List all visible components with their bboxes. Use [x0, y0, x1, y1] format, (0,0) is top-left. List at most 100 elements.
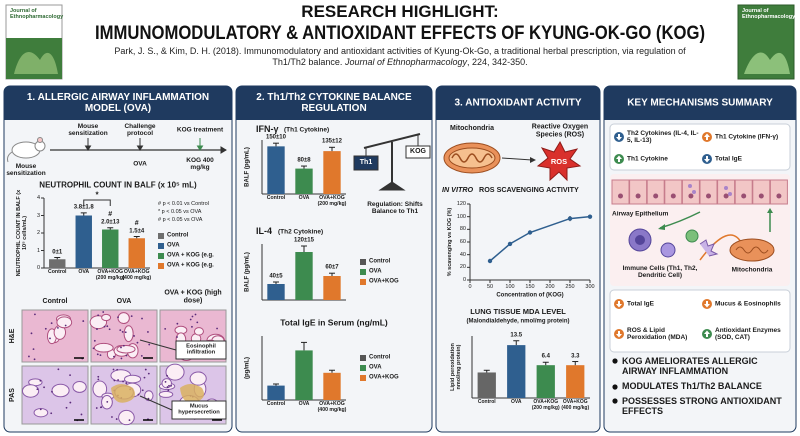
cell-nucleus	[120, 357, 123, 360]
cell-nucleus	[100, 406, 103, 408]
cell-nucleus	[776, 193, 782, 199]
epithelial-cell	[681, 179, 700, 205]
cell-nucleus	[125, 382, 128, 384]
line-point	[587, 214, 593, 219]
bar-annotation: 3.3	[571, 353, 580, 360]
cell-nucleus	[33, 358, 36, 361]
cell-nucleus	[653, 193, 659, 199]
panel-title: KEY MECHANISMS SUMMARY	[627, 97, 773, 109]
cell-nucleus	[166, 374, 168, 377]
cell-nucleus	[69, 374, 71, 377]
epithelial-cell	[734, 179, 753, 205]
alveolus	[33, 407, 49, 418]
panel-title: 1. ALLERGIC AIRWAY INFLAMMATION MODEL (O…	[26, 92, 210, 114]
summary-item: ROS & Lipid Peroxidation (MDA)	[627, 326, 688, 341]
bar	[267, 146, 285, 194]
alveolus	[56, 316, 73, 329]
organelle-label: Mitochondria	[450, 125, 494, 133]
cell-nucleus	[130, 315, 133, 318]
cell-nucleus	[140, 355, 143, 357]
bullet	[612, 358, 618, 364]
chart-title: Total IgE in Serum (ng/mL)	[280, 317, 388, 328]
bar	[477, 372, 496, 398]
alveolus	[165, 363, 185, 381]
cell-nucleus	[106, 325, 109, 328]
x-tick-label: Control	[477, 399, 496, 405]
cell-nucleus	[97, 375, 100, 378]
citation-line2: Th1/Th2 balance.	[272, 57, 343, 68]
mucus	[180, 384, 204, 403]
cell-nucleus	[141, 389, 144, 392]
x-tick-label: 200	[545, 284, 555, 290]
x-tick-label: 0	[468, 284, 472, 290]
y-tick-label: 40	[459, 251, 466, 258]
cell-nucleus	[117, 379, 120, 381]
x-tick-label: 100	[505, 284, 515, 290]
cell-nucleus	[147, 372, 150, 375]
mucus-granule	[724, 186, 728, 190]
ros-burst-label: ROS	[550, 156, 568, 166]
cell-nucleus	[618, 193, 623, 199]
y-axis-label: BALF (pg/mL)	[244, 252, 251, 292]
alveolus	[193, 327, 204, 336]
journal: Journal of Ethnopharmacology	[344, 57, 468, 68]
cell-nucleus	[39, 379, 42, 382]
cell-nucleus	[194, 313, 197, 316]
cell-nucleus	[82, 320, 85, 322]
chart-title: NEUTROPHIL COUNT IN BALF (x 10⁵ mL)	[39, 180, 197, 190]
cell-nucleus	[115, 418, 118, 420]
callout: Mucus hypersecretion	[178, 403, 220, 416]
cell-nucleus	[741, 193, 747, 199]
significance-mark: *	[95, 190, 99, 200]
cell-nucleus	[113, 355, 115, 358]
cell-nucleus	[30, 332, 33, 335]
value-label: 60±7	[325, 264, 339, 271]
cell-nucleus	[51, 390, 53, 393]
cell-nucleus	[103, 325, 106, 328]
cell-nucleus	[136, 341, 139, 344]
arrow-glyph	[616, 155, 622, 162]
kicker: RESEARCH HIGHLIGHT:	[301, 2, 498, 21]
legend-swatch	[360, 365, 366, 371]
epithelial-cell	[629, 179, 648, 205]
main-title: IMMUNOMODULATORY & ANTIOXIDANT EFFECTS O…	[95, 23, 705, 44]
timeline-detail: KOG 400 mg/kg	[186, 156, 214, 171]
legend-swatch	[158, 243, 164, 249]
summary-item: Mucus & Eosinophils	[715, 300, 781, 308]
cell-nucleus	[147, 331, 149, 333]
chart-title-italic: IN VITRO	[442, 185, 474, 195]
summary-top-box	[609, 123, 791, 171]
scale-label: KOG	[410, 148, 426, 156]
cell-nucleus	[112, 368, 115, 371]
cell-nucleus	[119, 329, 122, 332]
cell-nucleus	[706, 193, 711, 199]
cell-nucleus	[50, 412, 53, 415]
cell-nucleus	[670, 193, 676, 199]
timeline-label: Mouse sensitization	[6, 162, 46, 177]
citation: Park, J. S., & Kim, D. H. (2018). Immuno…	[70, 46, 730, 69]
epithelial-cell	[699, 179, 718, 205]
bar	[323, 372, 341, 400]
bar	[295, 350, 313, 400]
cell-nucleus	[189, 318, 192, 321]
cell-nucleus	[93, 339, 96, 342]
y-axis-label: (pg/mL)	[244, 357, 251, 379]
chart-subtitle: (Th2 Cytokine)	[278, 228, 324, 236]
summary-item: Antioxidant Enzymes (SOD, CAT)	[715, 326, 781, 341]
cell-nucleus	[166, 386, 169, 388]
y-tick-label: 0	[462, 276, 466, 283]
epithelial-cell	[769, 179, 788, 205]
cell-nucleus	[196, 321, 199, 324]
arrow-glyph	[616, 301, 622, 308]
alveolus	[161, 378, 172, 389]
summary-item: Total IgE	[627, 300, 654, 308]
diagram-label: Airway Epithelium	[612, 210, 669, 218]
bar-annotation: 0±1	[52, 249, 63, 256]
legend-label: Control	[369, 258, 391, 265]
cell-nucleus	[167, 389, 170, 392]
cell-nucleus	[39, 408, 42, 411]
bar-annotation: 3.8±1.8	[73, 204, 94, 211]
arrow-glyph	[704, 156, 710, 163]
chart-subtitle: (Malondialdehyde, nmol/mg protein)	[466, 318, 570, 325]
x-tick-label: OVA	[298, 195, 310, 201]
